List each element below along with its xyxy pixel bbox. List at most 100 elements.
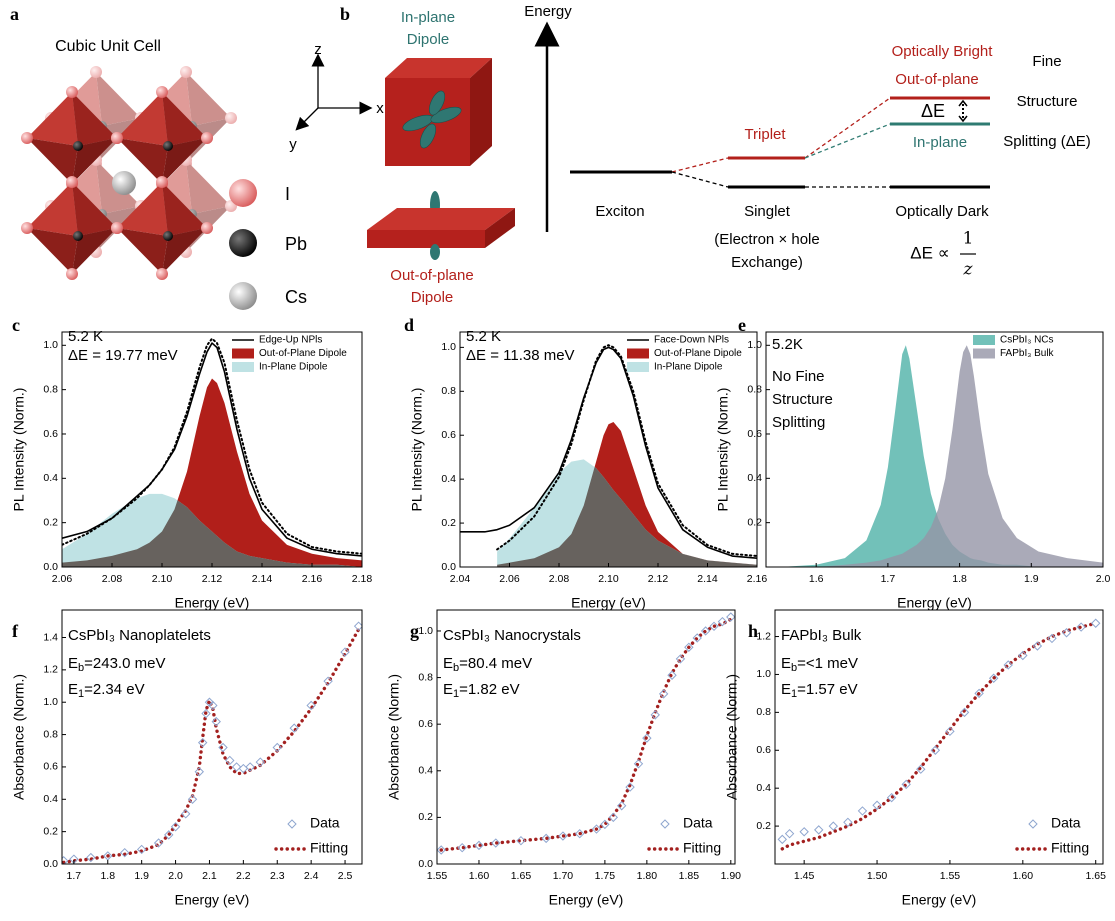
data-point [233, 763, 241, 771]
axis-name: Energy [524, 3, 572, 20]
y-tick-label: 0.0 [43, 561, 58, 573]
slab-front [367, 230, 485, 248]
x-tick-label: 1.8 [100, 870, 115, 882]
annotation-part: E [443, 655, 453, 672]
legend-swatch [627, 349, 649, 359]
fraction-denominator: z [963, 260, 974, 280]
panel-letter: d [404, 315, 414, 335]
x-tick-label: 1.65 [511, 870, 532, 882]
x-tick-label: 2.12 [202, 573, 223, 585]
caption: Dipole [411, 289, 454, 306]
x-tick-label: 1.50 [867, 870, 888, 882]
panel-letter: a [10, 4, 19, 24]
x-tick-label: 2.16 [302, 573, 323, 585]
y-tick-label: 0.2 [418, 811, 433, 823]
chart-panel: h1.451.501.551.601.650.20.40.60.81.01.2E… [724, 610, 1106, 908]
delta-label: ΔE [921, 101, 945, 121]
splitting-label: Fine [1032, 53, 1061, 70]
axis-name: y [289, 136, 297, 153]
y-tick-label: 0.6 [418, 718, 433, 730]
y-tick-label: 1.0 [418, 625, 433, 637]
annotation: E1=1.82 eV [443, 681, 520, 700]
legend-swatch [661, 820, 669, 828]
annotation: ΔE = 11.38 meV [466, 347, 575, 364]
x-tick-label: 2.14 [697, 573, 718, 585]
annotation: Eb=<1 meV [781, 655, 858, 674]
y-tick-label: 0.6 [43, 761, 58, 773]
annotation-part: E [781, 681, 791, 698]
y-tick-label: 0.8 [418, 671, 433, 683]
legend-label: CsPbI₃ NCs [1000, 335, 1054, 346]
annotation-part: E [68, 655, 78, 672]
y-axis-label: Absorbance (Norm.) [386, 674, 402, 800]
annotation-part: =<1 meV [797, 655, 858, 672]
y-tick-label: 1.0 [747, 339, 762, 351]
y-axis-label: PL Intensity (Norm.) [11, 388, 27, 512]
y-tick-label: 1.0 [756, 668, 771, 680]
x-tick-label: 2.3 [270, 870, 285, 882]
legend-swatch [973, 335, 995, 345]
legend-label: Fitting [310, 840, 348, 856]
x-tick-label: 2.10 [152, 573, 173, 585]
x-tick-label: 1.6 [809, 573, 824, 585]
annotation: ΔE = 19.77 meV [68, 347, 178, 364]
level-label: Singlet [744, 203, 791, 220]
splitting-label: Splitting (ΔE) [1003, 133, 1091, 150]
y-tick-label: 0.2 [43, 516, 58, 528]
legend-label: Cs [285, 287, 307, 307]
annotation-part: =1.57 eV [797, 681, 857, 698]
legend-label: Fitting [1051, 840, 1089, 856]
level-label: Exciton [595, 203, 644, 220]
connector [672, 158, 728, 172]
axis-name: z [314, 41, 322, 58]
legend-label: In-Plane Dipole [654, 362, 723, 373]
connector [805, 124, 890, 158]
annotation: FAPbI₃ Bulk [781, 627, 862, 644]
annotation: 5.2 K [68, 328, 103, 345]
annotation: Eb=243.0 meV [68, 655, 165, 674]
legend-swatch [1029, 820, 1037, 828]
scaling-label: ΔE ∝ [910, 243, 950, 262]
y-tick-label: 0.8 [441, 385, 456, 397]
y-tick-label: 0.6 [756, 744, 771, 756]
data-point [858, 807, 866, 815]
y-tick-label: 0.2 [441, 517, 456, 529]
x-tick-label: 2.08 [549, 573, 570, 585]
caption: Dipole [407, 31, 450, 48]
legend-label: Data [1051, 815, 1081, 831]
x-tick-label: 2.1 [202, 870, 217, 882]
annotation: E1=2.34 eV [68, 681, 145, 700]
annotation: Structure [772, 391, 833, 408]
x-tick-label: 2.06 [499, 573, 520, 585]
level-label: In-plane [913, 134, 967, 151]
x-tick-label: 1.70 [553, 870, 574, 882]
splitting-label: Structure [1017, 93, 1078, 110]
y-tick-label: 1.0 [43, 696, 58, 708]
annotation: 5.2 K [466, 328, 501, 345]
legend-swatch [232, 362, 254, 372]
y-tick-label: 0.2 [747, 516, 762, 528]
legend-sphere [229, 282, 257, 310]
x-tick-label: 1.80 [637, 870, 658, 882]
axis-name: x [376, 100, 384, 117]
x-tick-label: 1.7 [67, 870, 82, 882]
x-tick-label: 2.0 [1096, 573, 1111, 585]
x-tick-label: 2.16 [747, 573, 768, 585]
annotation: E1=1.57 eV [781, 681, 858, 700]
annotation: No Fine [772, 368, 825, 385]
x-tick-label: 2.4 [304, 870, 319, 882]
y-tick-label: 0.4 [747, 472, 762, 484]
y-tick-label: 0.0 [418, 858, 433, 870]
out-of-plane-dipole [430, 244, 440, 260]
x-axis-label: Energy (eV) [902, 892, 977, 908]
y-tick-label: 0.0 [43, 858, 58, 870]
x-tick-label: 2.14 [252, 573, 273, 585]
chart-panel: e1.61.71.81.92.00.20.40.60.81.0Energy (e… [715, 315, 1111, 611]
legend-swatch [232, 349, 254, 359]
connector [672, 172, 728, 187]
legend-label: FAPbI₃ Bulk [1000, 348, 1055, 359]
x-axis-label: Energy (eV) [897, 595, 972, 611]
x-axis-label: Energy (eV) [571, 595, 646, 611]
